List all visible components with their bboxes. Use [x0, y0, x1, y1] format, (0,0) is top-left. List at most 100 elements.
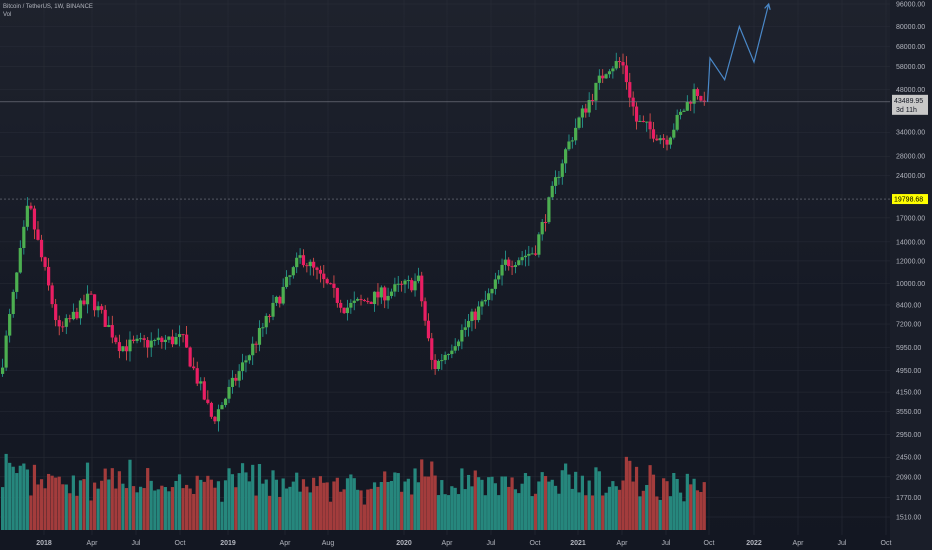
candle-body — [25, 205, 29, 227]
volume-bar — [4, 453, 8, 530]
volume-bar — [22, 463, 26, 530]
candle-body — [567, 141, 571, 150]
volume-bar — [100, 480, 104, 530]
candle-body — [220, 405, 224, 410]
candle-body — [192, 366, 196, 369]
candle-body — [284, 276, 289, 287]
candle-body — [230, 377, 234, 387]
volume-bar — [523, 473, 528, 530]
candle-body — [174, 336, 178, 345]
candle-body — [216, 409, 221, 422]
candle-body — [513, 265, 518, 267]
price-tick-label: 12000.00 — [896, 258, 925, 265]
candle-body — [614, 61, 618, 69]
candle-body — [456, 341, 461, 347]
volume-bar — [456, 494, 461, 530]
candle-body — [110, 325, 114, 338]
candle-body — [601, 75, 605, 79]
candle-body — [39, 239, 44, 258]
candle-body — [312, 261, 316, 268]
candle-body — [372, 291, 377, 305]
bar-countdown: 3d 11h — [896, 107, 917, 114]
candle-body — [268, 315, 272, 317]
volume-bar — [247, 481, 251, 530]
candle-body — [181, 334, 185, 336]
volume-bar — [153, 490, 157, 530]
candle-body — [477, 306, 481, 321]
volume-bar — [692, 478, 696, 530]
ath-badge-value: 19798.68 — [894, 197, 923, 204]
symbol-title[interactable]: Bitcoin / TetherUS, 1W, BINANCE — [3, 4, 93, 10]
volume-bar — [557, 493, 561, 530]
price-tick-label: 2950.00 — [896, 432, 921, 439]
candle-body — [328, 283, 333, 285]
volume-bar — [57, 476, 61, 530]
time-tick-label: Apr — [280, 540, 292, 547]
volume-bar — [594, 467, 598, 530]
candle-body — [356, 298, 360, 301]
volume-bar — [369, 488, 373, 530]
volume-bar — [668, 496, 672, 530]
volume-bar — [107, 479, 111, 530]
candle-body — [520, 257, 524, 261]
volume-bar — [550, 479, 554, 530]
candle-body — [523, 255, 528, 258]
volume-bar — [672, 472, 676, 530]
candle-body — [85, 293, 90, 305]
chart-legend: Bitcoin / TetherUS, 1W, BINANCE Vol — [3, 3, 93, 19]
candle-body — [638, 120, 642, 122]
volume-bar — [117, 471, 121, 530]
volume-bar — [174, 480, 178, 530]
candle-body — [61, 326, 65, 328]
candle-body — [682, 110, 686, 112]
volume-bar — [533, 493, 538, 530]
volume-bar — [75, 495, 79, 530]
volume-bar — [322, 482, 326, 530]
candle-body — [29, 205, 33, 209]
candle-body — [533, 253, 538, 255]
candle-body — [339, 302, 343, 308]
candle-body — [423, 301, 427, 321]
volume-bar — [278, 496, 282, 530]
candle-body — [450, 350, 454, 355]
time-tick-label: Apr — [793, 540, 805, 547]
candle-body — [349, 302, 353, 308]
candle-body — [288, 275, 292, 277]
volume-bar — [513, 489, 518, 530]
volume-bar — [570, 488, 574, 530]
volume-bar — [396, 473, 400, 530]
volume-bar — [345, 478, 350, 530]
candle-body — [443, 354, 447, 361]
candle-body — [574, 127, 578, 141]
candle-body — [550, 185, 554, 198]
volume-bar — [400, 491, 404, 530]
time-tick-label: 2019 — [220, 540, 236, 547]
volume-bar — [507, 486, 511, 530]
volume-bar — [295, 472, 299, 530]
volume-bar — [223, 480, 228, 530]
candle-body — [426, 320, 431, 339]
candle-body — [163, 339, 167, 342]
candle-body — [665, 139, 669, 145]
time-tick-label: Oct — [530, 540, 541, 547]
volume-bar — [601, 495, 605, 530]
candle-body — [139, 338, 143, 340]
price-tick-label: 2090.00 — [896, 474, 921, 481]
volume-bar — [500, 476, 504, 530]
volume-bar — [648, 465, 652, 530]
candle-body — [564, 149, 568, 164]
volume-bar — [85, 462, 90, 530]
volume-label[interactable]: Vol — [3, 12, 12, 18]
candle-body — [332, 283, 336, 288]
volume-bar — [78, 480, 83, 530]
volume-bar — [403, 481, 407, 530]
candle-body — [430, 338, 434, 360]
time-tick-label: Oct — [175, 540, 186, 547]
volume-bar — [192, 493, 196, 530]
volume-bar — [420, 459, 424, 530]
current-price-value: 43489.95 — [894, 98, 923, 105]
candle-body — [618, 61, 622, 63]
candle-body — [436, 360, 441, 370]
candle-body — [223, 398, 228, 406]
